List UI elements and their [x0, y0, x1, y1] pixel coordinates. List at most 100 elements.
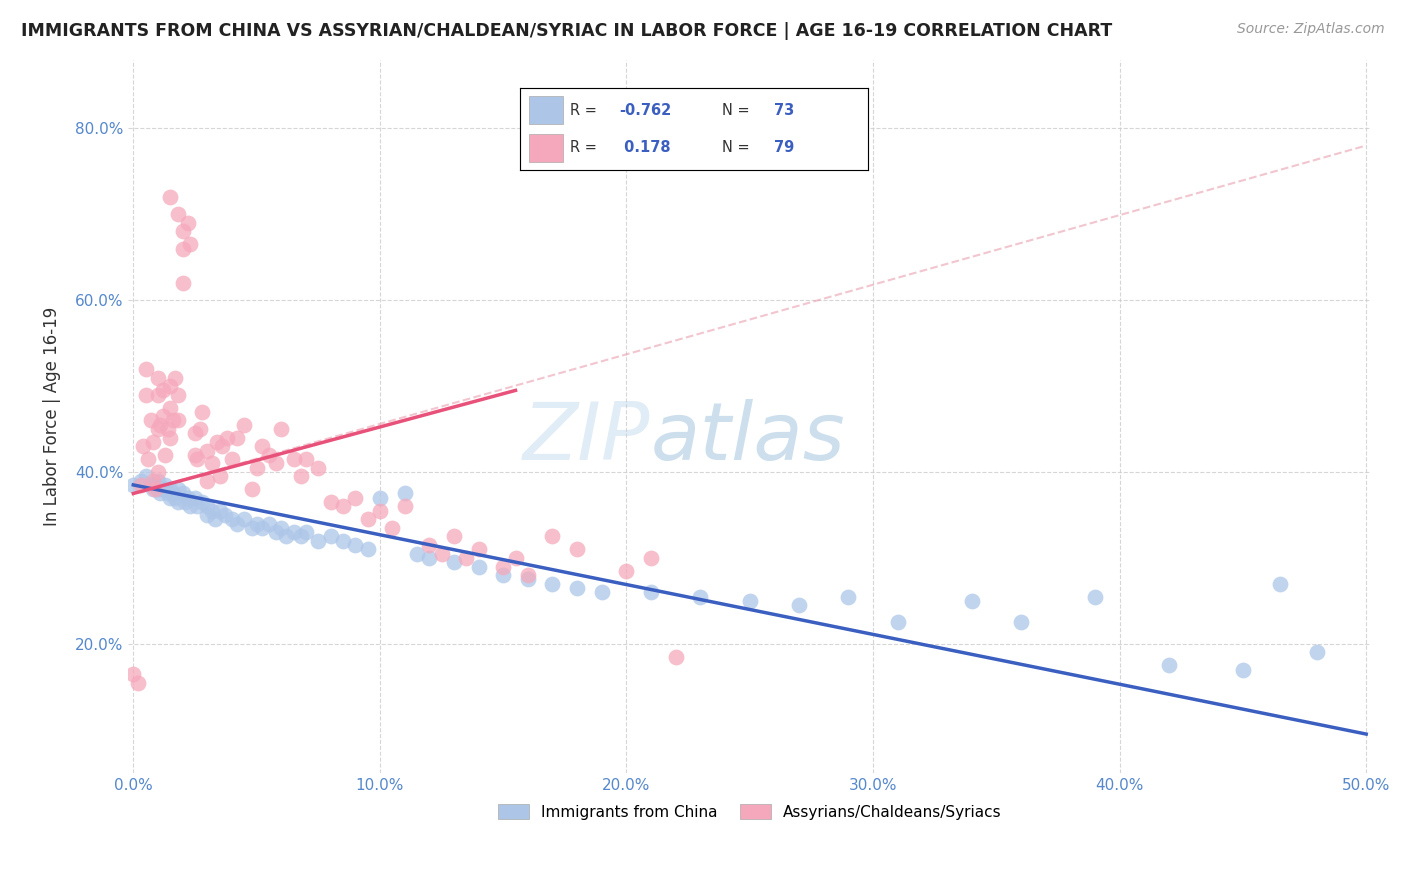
Point [129, 478, 152, 492]
Point [135, 469, 157, 483]
Point [266, 457, 288, 471]
Point [319, 529, 342, 543]
Point [142, 434, 165, 449]
Point [201, 504, 224, 518]
Point [191, 495, 214, 509]
Point [174, 495, 197, 509]
Point [152, 384, 174, 398]
Point [332, 533, 354, 548]
Point [204, 512, 226, 526]
Point [215, 431, 238, 445]
Point [344, 538, 367, 552]
Point [225, 431, 247, 445]
Point [156, 422, 179, 436]
Point [225, 516, 247, 531]
Point [640, 550, 662, 565]
Point [245, 460, 267, 475]
Point [186, 500, 208, 514]
Point [195, 508, 218, 522]
Point [179, 500, 201, 514]
Point [270, 422, 292, 436]
Text: ZIP: ZIP [523, 399, 651, 476]
Point [159, 431, 181, 445]
Point [240, 482, 263, 496]
Point [368, 491, 391, 505]
Point [1084, 590, 1107, 604]
Point [142, 482, 165, 496]
Text: IMMIGRANTS FROM CHINA VS ASSYRIAN/CHALDEAN/SYRIAC IN LABOR FORCE | AGE 16-19 COR: IMMIGRANTS FROM CHINA VS ASSYRIAN/CHALDE… [21, 22, 1112, 40]
Point [135, 387, 157, 401]
Point [233, 417, 256, 432]
Point [184, 491, 207, 505]
Point [307, 533, 329, 548]
Point [146, 482, 169, 496]
Point [505, 550, 527, 565]
Point [166, 387, 188, 401]
Point [145, 482, 167, 496]
Point [344, 491, 367, 505]
Point [195, 474, 218, 488]
Point [233, 512, 256, 526]
Point [394, 486, 416, 500]
Point [186, 452, 208, 467]
Point [787, 598, 810, 612]
Text: atlas: atlas [651, 399, 845, 476]
Point [172, 276, 194, 290]
Point [214, 508, 236, 522]
Point [195, 500, 218, 514]
Point [211, 439, 233, 453]
Point [129, 474, 152, 488]
Point [162, 413, 184, 427]
Point [208, 504, 231, 518]
Point [149, 486, 172, 500]
Point [165, 491, 187, 505]
Point [250, 439, 273, 453]
Point [332, 500, 354, 514]
Point [195, 443, 218, 458]
Point [295, 525, 318, 540]
Point [418, 550, 440, 565]
Point [270, 521, 292, 535]
Point [208, 469, 231, 483]
Point [443, 529, 465, 543]
Point [159, 482, 181, 496]
Point [257, 516, 280, 531]
Point [172, 486, 194, 500]
Point [467, 559, 489, 574]
Point [1306, 645, 1329, 659]
Point [166, 413, 188, 427]
Point [159, 401, 181, 415]
Point [516, 573, 538, 587]
Point [146, 465, 169, 479]
Point [565, 581, 588, 595]
Point [146, 387, 169, 401]
Text: Source: ZipAtlas.com: Source: ZipAtlas.com [1237, 22, 1385, 37]
Point [155, 478, 177, 492]
Point [541, 529, 564, 543]
Point [319, 495, 342, 509]
Point [290, 469, 312, 483]
Point [122, 667, 145, 681]
Point [166, 207, 188, 221]
Point [1268, 576, 1291, 591]
Point [166, 482, 188, 496]
Point [139, 413, 162, 427]
Legend: Immigrants from China, Assyrians/Chaldeans/Syriacs: Immigrants from China, Assyrians/Chaldea… [492, 797, 1008, 826]
Point [149, 417, 172, 432]
Point [240, 521, 263, 535]
Point [221, 452, 243, 467]
Point [176, 491, 198, 505]
Point [276, 529, 298, 543]
Point [127, 675, 149, 690]
Point [139, 478, 162, 492]
Point [295, 452, 318, 467]
Point [307, 460, 329, 475]
Point [290, 529, 312, 543]
Point [381, 521, 404, 535]
Point [430, 547, 453, 561]
Point [456, 550, 478, 565]
Point [886, 615, 908, 630]
Point [283, 525, 305, 540]
Point [184, 448, 207, 462]
Point [205, 434, 228, 449]
